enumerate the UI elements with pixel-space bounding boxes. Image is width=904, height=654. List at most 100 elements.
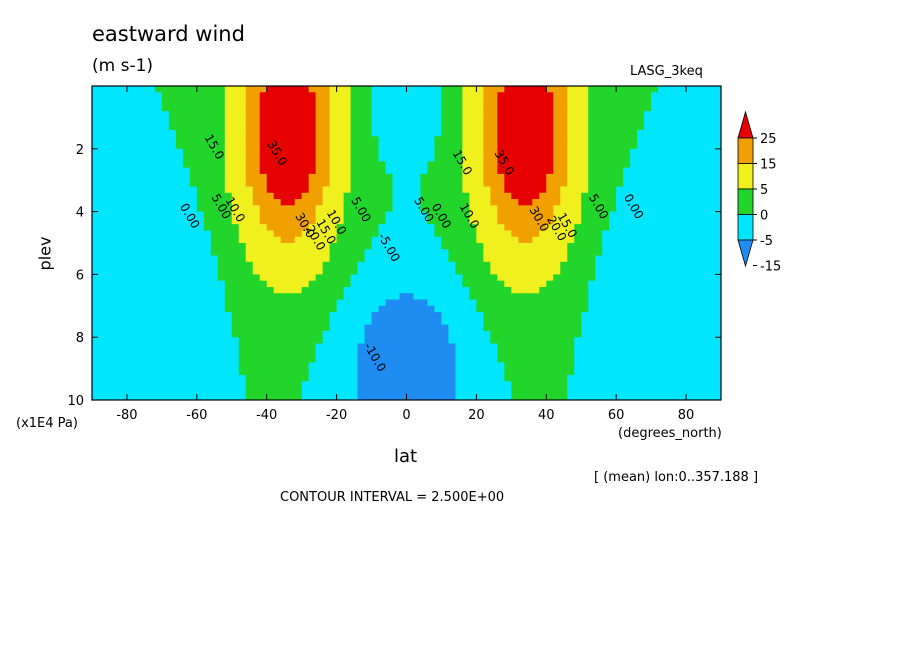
field-cell (609, 356, 617, 363)
field-cell (588, 368, 596, 376)
field-cell (301, 349, 310, 357)
field-cell (651, 280, 659, 288)
field-cell (665, 211, 673, 219)
field-cell (168, 136, 177, 144)
field-cell (483, 161, 491, 169)
field-cell (315, 129, 324, 137)
field-cell (700, 337, 708, 345)
field-cell (287, 104, 296, 112)
field-cell (504, 243, 512, 250)
field-cell (231, 393, 240, 400)
field-cell (399, 286, 408, 294)
field-cell (308, 92, 317, 100)
field-cell (469, 374, 477, 382)
field-cell (385, 129, 394, 137)
field-cell (119, 136, 128, 144)
field-cell (308, 104, 317, 112)
field-cell (392, 243, 401, 250)
field-cell (273, 318, 282, 326)
field-cell (364, 249, 373, 257)
field-cell (476, 381, 484, 389)
field-cell (336, 368, 345, 376)
field-cell (287, 199, 296, 206)
field-cell (287, 393, 296, 400)
field-cell (693, 356, 701, 363)
field-cell (301, 205, 310, 213)
field-cell (539, 293, 547, 301)
field-cell (196, 117, 205, 125)
field-cell (259, 374, 268, 382)
field-cell (623, 293, 631, 301)
field-cell (203, 86, 212, 93)
field-cell (140, 205, 149, 213)
field-cell (182, 261, 191, 269)
field-cell (357, 211, 366, 219)
field-cell (686, 274, 694, 282)
field-cell (525, 236, 533, 244)
field-cell (182, 387, 191, 395)
field-cell (350, 129, 359, 137)
field-cell (406, 312, 415, 319)
field-cell (154, 230, 163, 238)
field-cell (329, 255, 338, 263)
field-cell (350, 324, 359, 332)
field-cell (658, 142, 666, 150)
field-cell (630, 117, 638, 125)
field-cell (378, 98, 387, 106)
field-cell (546, 299, 554, 307)
field-cell (350, 161, 359, 169)
field-cell (245, 318, 254, 326)
field-cell (252, 330, 261, 338)
field-cell (224, 368, 233, 376)
field-cell (581, 330, 589, 338)
field-cell (637, 374, 645, 382)
field-cell (518, 249, 526, 257)
field-cell (665, 192, 673, 200)
field-cell (154, 117, 163, 125)
field-cell (308, 280, 317, 288)
field-cell (413, 148, 422, 156)
field-cell (483, 393, 491, 400)
field-cell (434, 318, 443, 326)
field-cell (553, 305, 561, 313)
field-cell (147, 192, 156, 200)
field-cell (595, 236, 603, 244)
field-cell (119, 387, 128, 395)
field-cell (133, 299, 142, 307)
field-cell (427, 136, 436, 144)
field-cell (182, 268, 191, 275)
field-cell (553, 142, 561, 150)
field-cell (280, 230, 289, 238)
field-cell (140, 186, 149, 194)
field-cell (308, 305, 317, 313)
field-cell (189, 173, 198, 181)
field-cell (329, 318, 338, 326)
field-cell (196, 368, 205, 376)
field-cell (707, 230, 715, 238)
field-cell (441, 92, 450, 100)
field-cell (406, 393, 415, 400)
field-cell (343, 337, 352, 345)
field-cell (441, 173, 450, 181)
field-cell (588, 337, 596, 345)
field-cell (511, 356, 519, 363)
field-cell (630, 324, 638, 332)
field-cell (469, 268, 477, 275)
field-cell (189, 280, 198, 288)
field-cell (434, 393, 443, 400)
field-cell (168, 330, 177, 338)
field-cell (420, 192, 429, 200)
field-cell (658, 148, 666, 156)
field-cell (175, 286, 184, 294)
field-cell (217, 356, 226, 363)
field-cell (714, 186, 721, 194)
field-cell (644, 368, 652, 376)
field-cell (98, 167, 107, 175)
field-cell (539, 186, 547, 194)
field-cell (574, 148, 582, 156)
field-cell (602, 356, 610, 363)
field-cell (231, 236, 240, 244)
field-cell (259, 123, 268, 131)
field-cell (497, 155, 505, 162)
field-cell (672, 387, 680, 395)
